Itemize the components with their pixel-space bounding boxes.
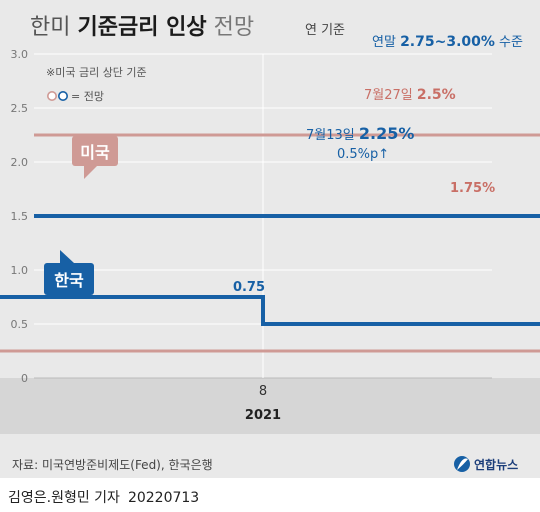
year-end-forecast-callout: 연말 2.75~3.00% 수준 xyxy=(372,34,523,50)
y-tick-label: 2.5 xyxy=(11,102,29,115)
y-tick-label: 1.5 xyxy=(11,210,29,223)
chart-title: 한미 기준금리 인상 전망 xyxy=(30,15,254,40)
legend-note: ※미국 금리 상단 기준 xyxy=(46,66,147,79)
legend-forecast-label: = 전망 xyxy=(71,90,104,103)
us-series-label: 미국 xyxy=(72,136,118,179)
us-july-callout: 7월27일 2.5% xyxy=(364,87,456,103)
year-band-2019-label xyxy=(0,378,540,434)
rate-chart: 한미 기준금리 인상 전망 연 기준 00.51.01.52.02.53.091… xyxy=(0,15,540,472)
us-current-rate-label: 1.75% xyxy=(450,181,495,196)
y-tick-label: 0 xyxy=(21,372,28,385)
plot-area: 00.51.01.52.02.53.0910358111345671120192… xyxy=(0,48,540,434)
legend-korea-forecast-marker xyxy=(57,91,68,102)
y-tick-label: 2.0 xyxy=(11,156,29,169)
source-note: 자료: 미국연방준비제도(Fed), 한국은행 xyxy=(12,457,213,472)
credit-date: 20220713 xyxy=(127,490,200,506)
y-tick-label: 1.0 xyxy=(11,264,29,277)
credit-bar: 김영은.원형민 기자 20220713 xyxy=(0,478,540,512)
x-tick-label: 8 xyxy=(259,384,267,399)
credit-line: 김영은.원형민 기자 20220713 xyxy=(8,487,199,507)
y-tick-label: 3.0 xyxy=(11,48,29,61)
year-label: 2021 xyxy=(245,408,281,423)
svg-text:연합뉴스: 연합뉴스 xyxy=(474,457,518,472)
korea-july-callout: 7월13일 2.25% xyxy=(306,124,414,143)
y-tick-label: 0.5 xyxy=(11,318,29,331)
legend-us-forecast-marker xyxy=(46,91,57,102)
korea-series-label: 한국 xyxy=(44,250,94,295)
korea-july-increase: 0.5%p↑ xyxy=(337,147,389,162)
chart-panel: 한미 기준금리 인상 전망 연 기준 00.51.01.52.02.53.091… xyxy=(0,0,540,478)
unit-label: 연 기준 xyxy=(305,23,345,38)
svg-text:미국: 미국 xyxy=(80,143,110,162)
svg-text:한국: 한국 xyxy=(54,271,84,290)
credit-authors: 김영은.원형민 기자 xyxy=(8,490,120,506)
korea-level-label: 0.75 xyxy=(233,280,265,295)
yonhap-logo: 연합뉴스 xyxy=(454,456,518,472)
